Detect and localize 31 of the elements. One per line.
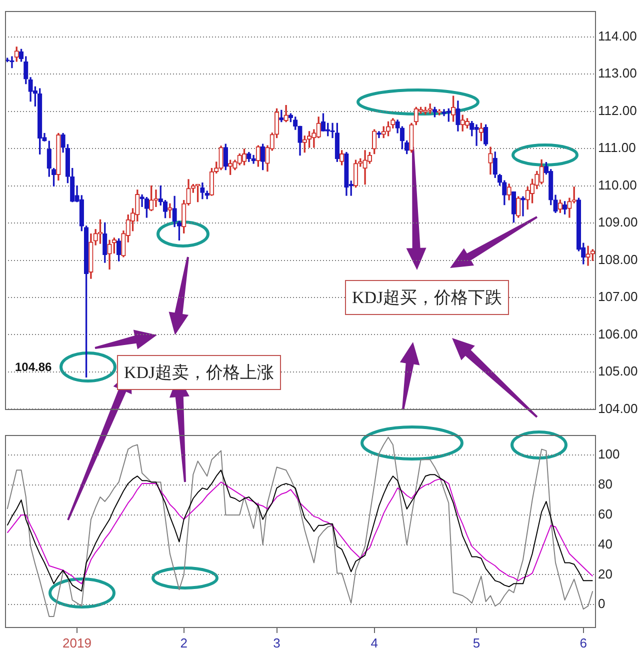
y-tick-label: 112.00 — [598, 102, 637, 118]
y-tick-label: 20 — [598, 566, 612, 582]
annotation: 104.86 — [15, 360, 52, 374]
x-tick-label: 4 — [370, 635, 378, 650]
annotation: KDJ超卖，价格上涨 — [117, 355, 282, 390]
y-tick-label: 100 — [598, 446, 620, 462]
candlestick — [428, 104, 432, 114]
y-tick-label: 40 — [598, 536, 612, 552]
y-tick-label: 105.00 — [598, 364, 638, 379]
y-tick-label: 106.00 — [598, 326, 638, 342]
y-tick-label: 114.00 — [598, 28, 637, 44]
y-tick-label: 107.00 — [598, 289, 638, 304]
y-tick-label: 60 — [598, 506, 612, 522]
x-tick-label: 2019 — [62, 635, 92, 650]
candlestick — [520, 196, 526, 216]
x-tick-label: 6 — [580, 635, 588, 650]
y-tick-label: 110.00 — [598, 177, 637, 192]
x-tick-label: 5 — [472, 635, 480, 650]
y-tick-label: 108.00 — [598, 252, 638, 267]
candlestick — [154, 190, 158, 207]
y-tick-label: 80 — [598, 476, 612, 492]
candlestick — [474, 124, 479, 146]
y-tick-label: 104.00 — [598, 400, 638, 416]
x-tick-label: 3 — [273, 635, 280, 650]
candlestick — [168, 203, 172, 218]
y-tick-label: 109.00 — [598, 214, 638, 230]
y-tick-label: 111.00 — [598, 140, 636, 156]
y-tick-label: 113.00 — [598, 66, 637, 81]
y-tick-label: 0 — [598, 596, 606, 612]
x-tick-label: 2 — [180, 635, 188, 650]
annotation: KDJ超买，价格下跌 — [345, 280, 510, 315]
